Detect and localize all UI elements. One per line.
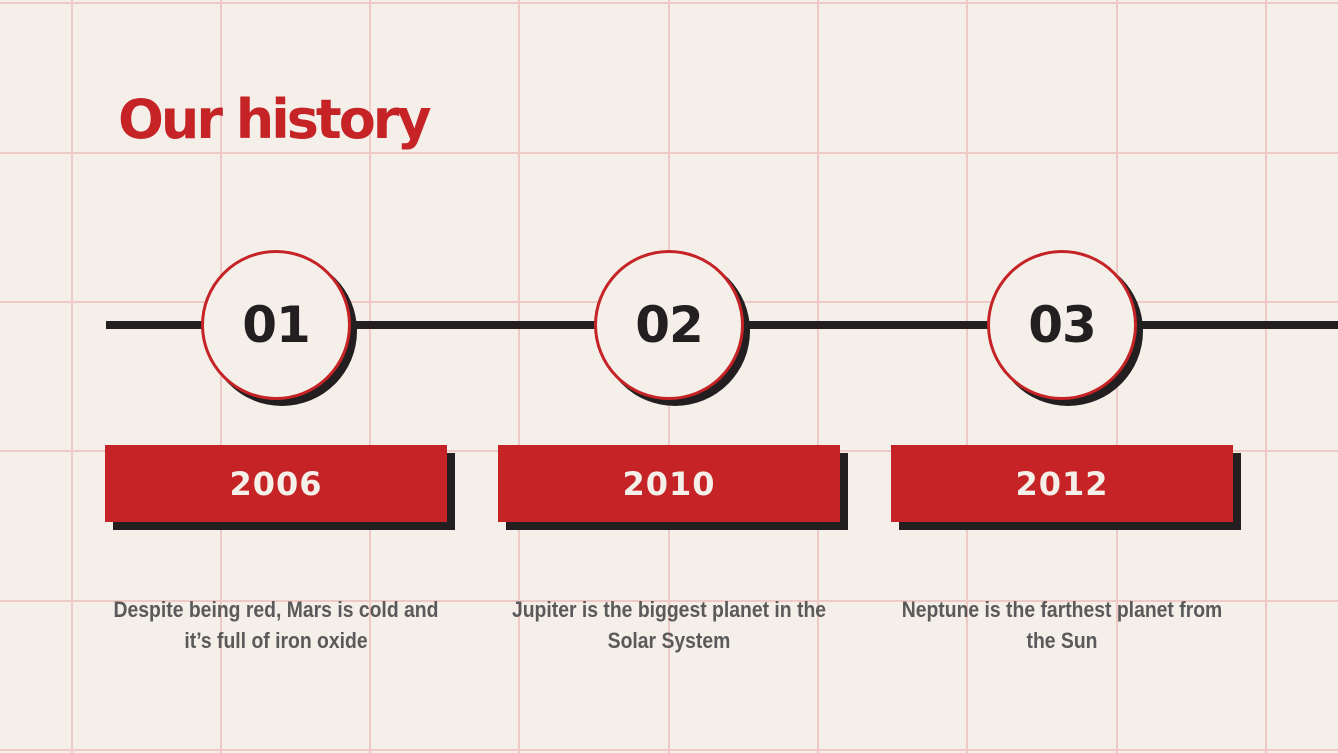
milestone-year: 2006 <box>105 445 447 522</box>
milestone-description: Jupiter is the biggest planet in the Sol… <box>511 597 827 653</box>
milestone-description: Neptune is the farthest planet from the … <box>901 597 1223 653</box>
slide-title: Our history <box>118 88 432 151</box>
milestone-description: Despite being red, Mars is cold and it’s… <box>113 597 439 653</box>
milestone-number-circle: 02 <box>594 250 744 400</box>
milestone-year: 2012 <box>891 445 1233 522</box>
milestone-number-circle: 03 <box>987 250 1137 400</box>
milestone-year: 2010 <box>498 445 840 522</box>
milestone-number-circle: 01 <box>201 250 351 400</box>
